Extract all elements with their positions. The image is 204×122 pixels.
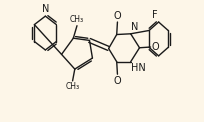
Text: F: F	[152, 10, 157, 20]
Text: CH₃: CH₃	[65, 82, 80, 91]
Text: O: O	[114, 76, 121, 86]
Text: O: O	[152, 42, 159, 52]
Text: HN: HN	[131, 63, 146, 73]
Text: O: O	[114, 10, 121, 20]
Text: CH₃: CH₃	[70, 15, 84, 24]
Text: N: N	[42, 4, 49, 14]
Text: N: N	[131, 22, 139, 32]
